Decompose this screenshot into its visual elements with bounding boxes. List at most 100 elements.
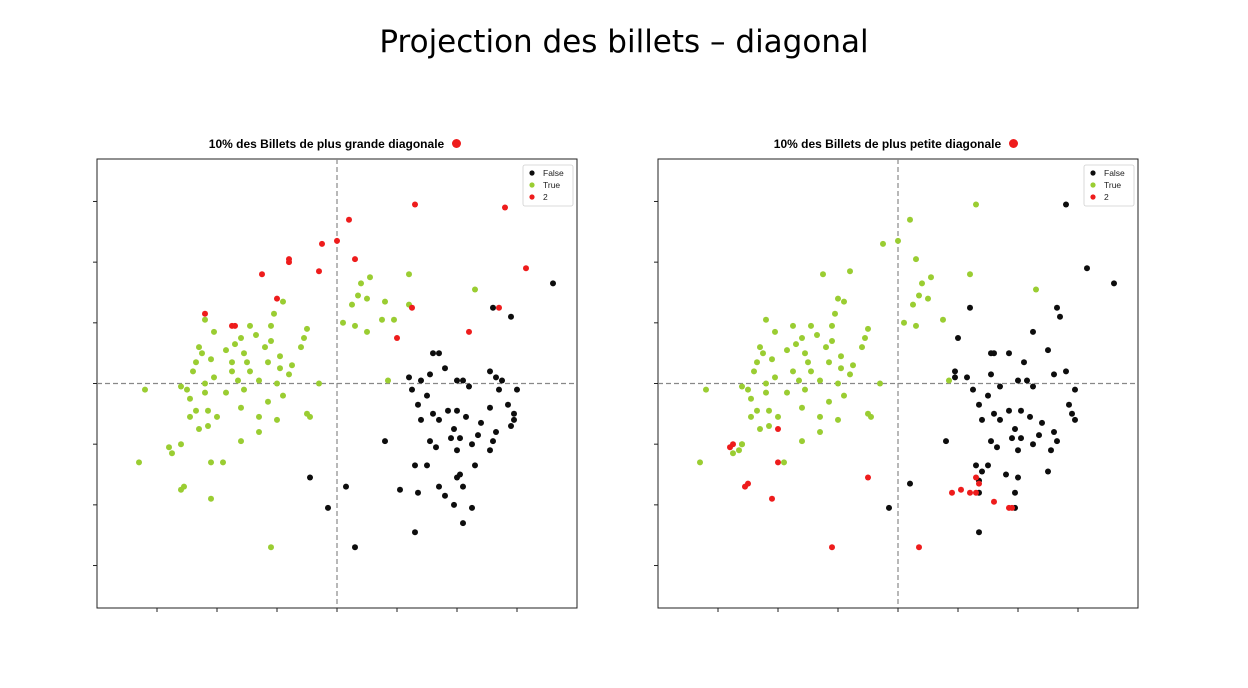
point-true — [919, 280, 925, 287]
point-true — [925, 295, 931, 302]
point-false — [493, 429, 499, 435]
point-true — [763, 389, 769, 396]
point-2 — [259, 271, 265, 278]
point-false — [1030, 328, 1036, 335]
point-true — [202, 389, 208, 396]
point-true — [280, 392, 286, 399]
point-true — [352, 322, 358, 329]
point-false — [1021, 359, 1027, 366]
point-true — [826, 359, 832, 366]
point-false — [1063, 368, 1069, 375]
point-true — [208, 495, 214, 502]
point-true — [877, 380, 883, 387]
point-true — [220, 459, 226, 466]
title-marker-red-dot — [452, 139, 462, 149]
point-false — [1084, 265, 1090, 272]
point-false — [964, 374, 970, 381]
point-false — [979, 468, 985, 475]
point-true — [859, 344, 865, 351]
point-true — [196, 426, 202, 432]
point-false — [454, 377, 460, 384]
point-false — [985, 462, 991, 469]
point-true — [835, 380, 841, 387]
point-true — [781, 459, 787, 466]
point-true — [268, 322, 274, 329]
point-false — [955, 335, 961, 341]
point-false — [1015, 447, 1021, 454]
point-false — [325, 504, 331, 511]
point-true — [823, 344, 829, 351]
point-false — [1006, 407, 1012, 414]
point-true — [850, 362, 856, 369]
point-false — [1030, 383, 1036, 390]
point-true — [223, 389, 229, 396]
point-false — [352, 544, 358, 551]
point-true — [406, 271, 412, 278]
point-true — [382, 298, 388, 305]
point-true — [820, 271, 826, 278]
point-true — [166, 444, 172, 451]
point-true — [862, 335, 868, 341]
point-true — [238, 404, 244, 411]
point-true — [202, 380, 208, 387]
point-true — [385, 377, 391, 384]
point-false — [550, 280, 556, 287]
legend-marker-false — [1090, 170, 1096, 176]
point-false — [451, 426, 457, 432]
point-2 — [466, 328, 472, 335]
point-true — [190, 368, 196, 375]
point-true — [244, 359, 250, 366]
point-true — [799, 438, 805, 445]
legend-label-true: True — [543, 180, 560, 190]
point-true — [271, 310, 277, 317]
point-true — [247, 368, 253, 375]
point-true — [472, 286, 478, 293]
point-false — [418, 377, 424, 384]
point-false — [1048, 447, 1054, 454]
point-2 — [916, 544, 922, 551]
point-false — [1069, 410, 1075, 417]
point-false — [1045, 347, 1051, 354]
point-true — [841, 392, 847, 399]
point-true — [298, 344, 304, 351]
point-false — [451, 501, 457, 508]
point-2 — [202, 310, 208, 317]
point-true — [379, 316, 385, 323]
point-true — [940, 316, 946, 323]
point-true — [229, 359, 235, 366]
point-true — [214, 413, 220, 420]
point-true — [253, 332, 259, 338]
point-true — [772, 328, 778, 335]
point-false — [511, 416, 517, 423]
point-true — [802, 350, 808, 357]
point-false — [454, 447, 460, 454]
point-true — [697, 459, 703, 466]
point-false — [469, 441, 475, 448]
point-2 — [274, 295, 280, 302]
point-false — [442, 365, 448, 372]
point-true — [748, 395, 754, 402]
point-true — [274, 416, 280, 423]
point-true — [268, 338, 274, 344]
point-true — [1033, 286, 1039, 293]
point-true — [340, 319, 346, 326]
point-true — [358, 280, 364, 287]
point-true — [364, 295, 370, 302]
point-true — [286, 371, 292, 378]
point-true — [355, 292, 361, 299]
point-false — [1012, 426, 1018, 432]
point-true — [187, 413, 193, 420]
point-true — [364, 328, 370, 335]
legend-marker-true — [529, 182, 535, 188]
point-true — [202, 316, 208, 323]
point-false — [1054, 438, 1060, 445]
point-false — [979, 416, 985, 423]
point-false — [343, 483, 349, 490]
point-true — [136, 459, 142, 466]
point-true — [238, 438, 244, 445]
point-true — [199, 350, 205, 357]
point-false — [1003, 471, 1009, 478]
point-false — [1009, 435, 1015, 442]
point-true — [760, 350, 766, 357]
point-true — [745, 386, 751, 393]
